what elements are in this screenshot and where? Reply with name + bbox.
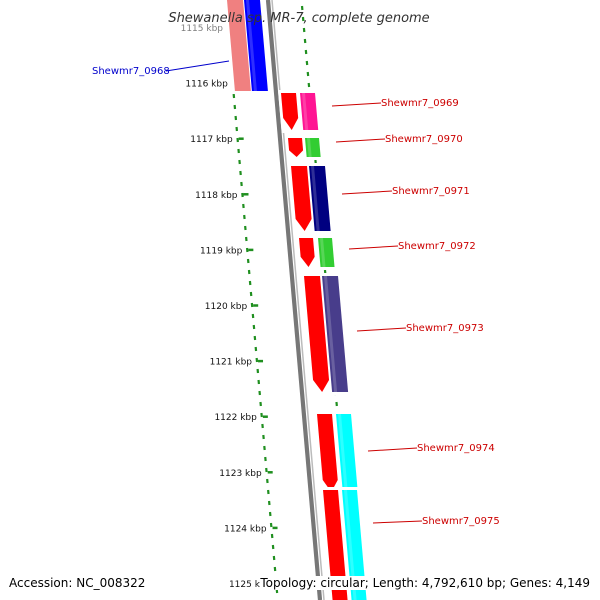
feature-highlight <box>324 276 338 392</box>
kbp-tick-label: 1117 kbp <box>190 135 233 145</box>
gene-label[interactable]: Shewmr7_0975 <box>422 516 500 527</box>
gene-label[interactable]: Shewmr7_0974 <box>417 443 495 454</box>
feature-highlight <box>302 93 309 130</box>
gene-label-pointer <box>331 102 382 107</box>
gene-label-pointer <box>165 60 230 72</box>
gene-label-pointer <box>335 138 386 143</box>
gene-shewmr7-0975[interactable] <box>320 487 370 600</box>
genes-layer <box>224 0 370 600</box>
cds-feature[interactable] <box>227 0 251 91</box>
gene-label-pointer <box>341 190 393 195</box>
functional-category-feature[interactable] <box>318 238 335 267</box>
gene-label-pointer <box>348 245 399 250</box>
gene-label[interactable]: Shewmr7_0972 <box>398 241 476 252</box>
functional-category-feature[interactable] <box>244 0 268 91</box>
gene-shewmr7-0970[interactable] <box>285 135 325 160</box>
functional-category-feature[interactable] <box>336 414 358 492</box>
gene-label[interactable]: Shewmr7_0968 <box>92 66 170 77</box>
gene-label[interactable]: Shewmr7_0973 <box>406 323 484 334</box>
gene-shewmr7-0973[interactable] <box>301 273 352 395</box>
gene-label-pointer <box>372 520 423 524</box>
kbp-tick-label: 1118 kbp <box>195 191 238 201</box>
cds-feature[interactable] <box>304 276 330 392</box>
feature-highlight <box>311 166 320 231</box>
gene-label[interactable]: Shewmr7_0969 <box>381 98 459 109</box>
cds-feature[interactable] <box>288 138 304 157</box>
gene-shewmr7-0969[interactable] <box>278 90 322 133</box>
functional-category-feature[interactable] <box>342 490 367 600</box>
gene-shewmr7-0972[interactable] <box>296 235 339 270</box>
ruler-layer: 1115 kbp 1116 kbp 1117 kbp 1118 kbp 1119 kbp… <box>181 5 355 594</box>
feature-highlight <box>320 238 326 267</box>
functional-category-feature[interactable] <box>309 166 331 231</box>
cds-feature[interactable] <box>317 414 338 492</box>
gene-label[interactable]: Shewmr7_0970 <box>385 134 463 145</box>
gene-label[interactable]: Shewmr7_0971 <box>392 186 470 197</box>
kbp-tick-label: 1122 kbp <box>214 413 257 423</box>
functional-category-feature[interactable] <box>300 93 319 130</box>
cds-feature[interactable] <box>299 238 315 267</box>
kbp-tick-label: 1119 kbp <box>200 246 243 256</box>
gene-label-pointer <box>356 327 407 332</box>
feature-highlight <box>344 490 357 600</box>
kbp-tick-label: 1123 kbp <box>219 469 262 479</box>
cds-feature[interactable] <box>291 166 312 231</box>
kbp-tick-label: 1120 kbp <box>205 302 248 312</box>
genome-backbone <box>265 0 323 600</box>
feature-highlight <box>307 138 312 157</box>
cds-feature[interactable] <box>281 93 299 130</box>
labels-layer: Shewmr7_0968 Shewmr7_0969 Shewmr7_0970 Shew… <box>92 60 500 527</box>
cds-feature[interactable] <box>323 490 348 600</box>
kbp-tick-label: 1115 kbp <box>181 24 224 34</box>
feature-highlight <box>246 0 257 91</box>
feature-highlight <box>338 414 348 492</box>
genome-summary-label: Topology: circular; Length: 4,792,610 bp… <box>260 576 590 590</box>
gene-shewmr7-0968[interactable] <box>224 0 272 94</box>
kbp-tick-label: 1124 kbp <box>224 524 267 534</box>
functional-category-feature[interactable] <box>305 138 321 157</box>
functional-category-feature[interactable] <box>322 276 349 392</box>
kbp-tick-label: 1121 kbp <box>210 358 253 368</box>
accession-label: Accession: NC_008322 <box>9 576 146 590</box>
gene-shewmr7-0971[interactable] <box>288 163 335 234</box>
gene-shewmr7-0974[interactable] <box>314 411 362 495</box>
gene-label-pointer <box>367 447 418 452</box>
map-title: Shewanella sp. MR-7, complete genome <box>168 11 429 26</box>
kbp-tick-label: 1125 kbp <box>229 580 272 590</box>
kbp-tick-label: 1116 kbp <box>185 80 228 90</box>
